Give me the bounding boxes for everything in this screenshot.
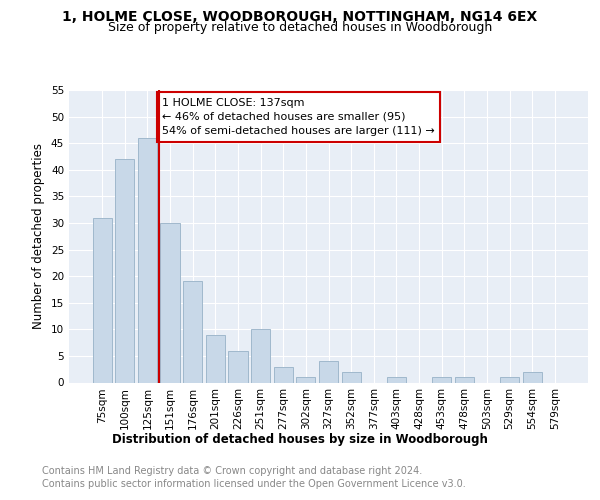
- Text: 1, HOLME CLOSE, WOODBOROUGH, NOTTINGHAM, NG14 6EX: 1, HOLME CLOSE, WOODBOROUGH, NOTTINGHAM,…: [62, 10, 538, 24]
- Bar: [160, 223, 180, 382]
- Bar: [341, 372, 361, 382]
- Text: 1 HOLME CLOSE: 137sqm
← 46% of detached houses are smaller (95)
54% of semi-deta: 1 HOLME CLOSE: 137sqm ← 46% of detached …: [162, 98, 435, 136]
- Bar: [183, 282, 202, 382]
- Text: Contains HM Land Registry data © Crown copyright and database right 2024.: Contains HM Land Registry data © Crown c…: [42, 466, 422, 476]
- Text: Contains public sector information licensed under the Open Government Licence v3: Contains public sector information licen…: [42, 479, 466, 489]
- Bar: [432, 377, 451, 382]
- Bar: [92, 218, 112, 382]
- Bar: [387, 377, 406, 382]
- Bar: [138, 138, 157, 382]
- Y-axis label: Number of detached properties: Number of detached properties: [32, 143, 46, 329]
- Bar: [523, 372, 542, 382]
- Bar: [274, 366, 293, 382]
- Bar: [115, 159, 134, 382]
- Bar: [206, 334, 225, 382]
- Bar: [229, 350, 248, 382]
- Text: Size of property relative to detached houses in Woodborough: Size of property relative to detached ho…: [108, 21, 492, 34]
- Bar: [500, 377, 519, 382]
- Bar: [455, 377, 474, 382]
- Bar: [296, 377, 316, 382]
- Bar: [251, 330, 270, 382]
- Text: Distribution of detached houses by size in Woodborough: Distribution of detached houses by size …: [112, 432, 488, 446]
- Bar: [319, 361, 338, 382]
